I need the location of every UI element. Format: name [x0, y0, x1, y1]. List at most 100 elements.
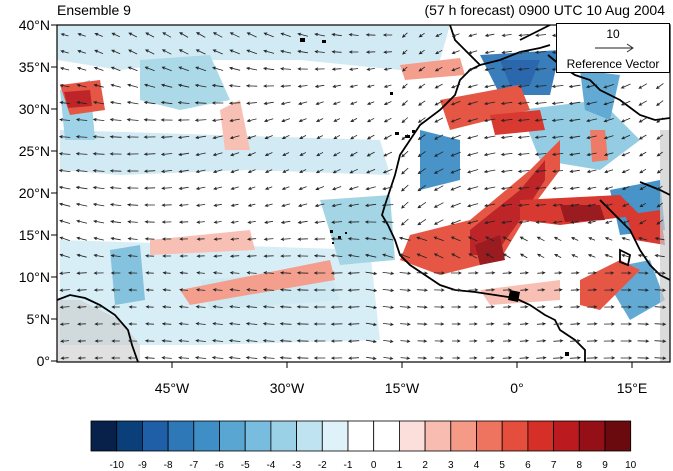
- wind-vector: [451, 253, 461, 259]
- wind-vector: [110, 83, 121, 88]
- wind-vector: [143, 169, 156, 173]
- wind-vector: [262, 67, 275, 71]
- wind-vector: [111, 322, 120, 326]
- wind-vector: [229, 135, 240, 140]
- wind-vector: [76, 66, 87, 71]
- wind-vector: [296, 356, 309, 360]
- wind-vector: [161, 237, 172, 241]
- wind-vector: [639, 202, 647, 208]
- wind-vector: [621, 169, 630, 174]
- wind-vector: [313, 237, 326, 241]
- wind-vector: [637, 305, 650, 309]
- wind-vector: [637, 288, 649, 292]
- wind-vector: [365, 322, 377, 327]
- wind-vector: [143, 118, 156, 122]
- wind-vector: [127, 339, 138, 343]
- wind-vector: [194, 101, 207, 105]
- wind-vector: [128, 322, 137, 326]
- wind-vector: [604, 237, 613, 241]
- wind-vector: [603, 339, 616, 343]
- wind-vector: [126, 186, 139, 190]
- wind-vector: [500, 203, 513, 207]
- wind-vector: [126, 100, 139, 105]
- wind-vector: [450, 185, 461, 191]
- wind-vector: [247, 152, 256, 157]
- wind-vector: [77, 49, 87, 54]
- wind-vector: [195, 152, 206, 157]
- wind-vector: [535, 203, 546, 207]
- wind-vector: [332, 84, 341, 88]
- wind-vector: [534, 118, 547, 122]
- wind-vector: [400, 356, 411, 360]
- wind-vector: [314, 203, 325, 208]
- wind-vector: [486, 356, 495, 360]
- wind-vector: [519, 253, 528, 259]
- wind-vector: [212, 169, 223, 174]
- wind-vector: [92, 118, 105, 122]
- wind-vector: [517, 169, 530, 173]
- wind-vector: [177, 135, 190, 139]
- wind-vector: [76, 219, 88, 224]
- wind-vector: [109, 152, 122, 156]
- wind-vector: [347, 305, 360, 309]
- wind-vector: [570, 322, 581, 326]
- wind-vector: [162, 32, 172, 38]
- wind-vector: [656, 100, 664, 106]
- wind-vector: [401, 134, 409, 141]
- wind-vector: [381, 236, 394, 241]
- wind-vector: [246, 101, 258, 105]
- wind-vector: [111, 305, 120, 309]
- wind-vector: [518, 220, 529, 224]
- wind-vector: [485, 236, 495, 242]
- wind-vector: [281, 203, 291, 207]
- wind-vector: [434, 83, 443, 89]
- wind-vector: [195, 66, 207, 72]
- wind-vector: [263, 84, 275, 88]
- colorbar-boxes: [90, 420, 632, 452]
- wind-vector: [162, 271, 171, 275]
- colorbar-label: 1: [396, 460, 403, 471]
- wind-vector: [212, 271, 223, 275]
- wind-vector: [365, 33, 376, 37]
- wind-vector: [603, 135, 614, 140]
- wind-vector: [417, 201, 427, 209]
- wind-vector: [313, 288, 326, 292]
- wind-vector: [246, 66, 258, 71]
- wind-vector: [621, 305, 632, 309]
- wind-vector: [655, 83, 664, 90]
- wind-vector: [400, 184, 409, 192]
- wind-vector: [501, 33, 512, 37]
- wind-vector: [399, 305, 412, 309]
- wind-vector: [314, 84, 325, 88]
- wind-vector: [520, 322, 529, 326]
- wind-vector: [315, 101, 324, 105]
- wind-vector: [484, 33, 495, 37]
- wind-vector: [194, 83, 207, 88]
- wind-vector: [144, 339, 155, 343]
- wind-vector: [111, 32, 120, 38]
- wind-vector: [553, 305, 564, 309]
- wind-vector: [500, 84, 513, 88]
- wind-vector: [348, 203, 359, 208]
- wind-vector: [569, 135, 581, 140]
- wind-vector: [552, 203, 563, 207]
- plot-title-left: Ensemble 9: [57, 2, 131, 18]
- wind-vector: [230, 237, 239, 241]
- wind-vector: [263, 32, 274, 38]
- lat-label-15n: 15°N: [18, 227, 50, 243]
- wind-vector: [418, 49, 425, 55]
- wind-vector: [518, 50, 530, 54]
- wind-vector: [483, 118, 496, 123]
- wind-vector: [161, 322, 172, 326]
- wind-vector: [60, 339, 70, 343]
- wind-vector: [262, 288, 275, 292]
- wind-vector: [401, 100, 408, 107]
- wind-vector: [332, 101, 341, 105]
- wind-vector: [331, 33, 342, 37]
- wind-vector: [348, 50, 359, 54]
- colorbar-label: 0: [370, 460, 377, 471]
- wind-vector: [314, 67, 325, 71]
- wind-vector: [568, 118, 581, 123]
- colorbar-box: [219, 420, 246, 452]
- wind-vector: [93, 288, 104, 292]
